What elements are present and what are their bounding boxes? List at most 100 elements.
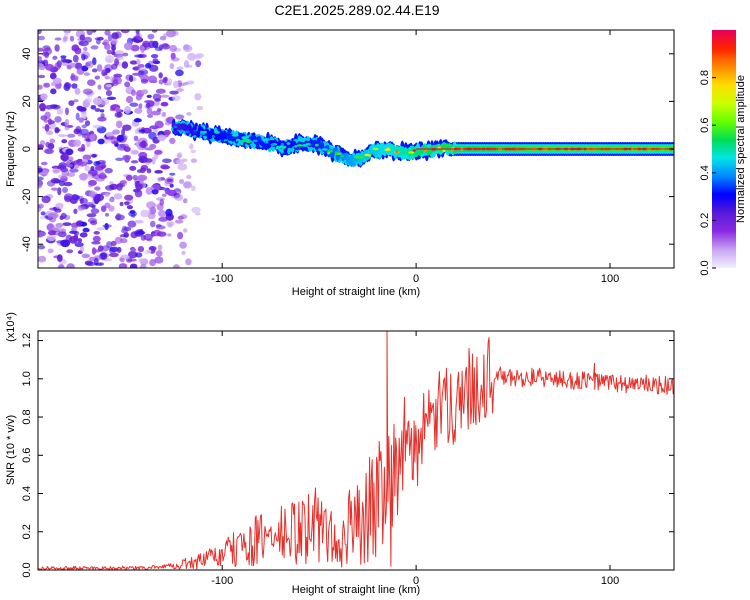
noise-mark bbox=[86, 261, 96, 267]
noise-mark bbox=[87, 173, 93, 180]
noise-mark bbox=[194, 93, 202, 101]
noise-mark bbox=[151, 189, 159, 195]
noise-mark bbox=[38, 176, 44, 181]
snr-marks bbox=[38, 331, 674, 570]
noise-mark bbox=[122, 154, 131, 161]
noise-mark bbox=[104, 192, 110, 197]
noise-mark bbox=[47, 230, 56, 236]
noise-mark bbox=[183, 198, 188, 204]
noise-mark bbox=[52, 226, 62, 232]
noise-mark bbox=[160, 101, 169, 107]
noise-mark bbox=[133, 135, 139, 142]
noise-mark bbox=[162, 158, 172, 164]
noise-mark bbox=[40, 115, 48, 121]
noise-mark bbox=[38, 63, 45, 71]
noise-mark bbox=[187, 52, 196, 61]
noise-mark bbox=[159, 35, 167, 41]
noise-mark bbox=[130, 248, 137, 252]
noise-mark bbox=[109, 247, 116, 254]
noise-mark bbox=[91, 247, 97, 255]
noise-mark bbox=[96, 64, 103, 72]
noise-mark bbox=[58, 174, 68, 179]
noise-mark bbox=[77, 238, 83, 243]
noise-mark bbox=[105, 185, 115, 191]
noise-mark bbox=[120, 30, 130, 34]
noise-mark bbox=[140, 78, 149, 84]
noise-mark bbox=[96, 38, 101, 45]
ridge-peak bbox=[185, 130, 190, 133]
noise-mark bbox=[105, 90, 113, 97]
noise-mark bbox=[141, 89, 149, 95]
noise-mark bbox=[124, 106, 131, 114]
noise-mark bbox=[79, 34, 86, 41]
colorbar-tick-label: 0.0 bbox=[699, 260, 711, 275]
noise-mark bbox=[91, 241, 101, 245]
noise-mark bbox=[71, 83, 78, 89]
spectrogram-axes: -100 0 100 -40 -20 0 20 40 bbox=[21, 30, 674, 285]
noise-mark bbox=[134, 107, 143, 114]
ridge-core bbox=[257, 136, 262, 142]
noise-mark bbox=[82, 154, 92, 161]
noise-mark bbox=[64, 195, 72, 203]
colorbar-tick-label: 0.4 bbox=[699, 165, 711, 180]
noise-mark bbox=[38, 30, 42, 35]
noise-mark bbox=[83, 72, 90, 76]
noise-mark bbox=[104, 222, 109, 231]
ridge-core bbox=[419, 149, 424, 155]
noise-mark bbox=[130, 160, 139, 164]
noise-mark bbox=[69, 168, 79, 173]
noise-mark bbox=[61, 154, 69, 162]
noise-mark bbox=[157, 134, 167, 142]
noise-mark bbox=[60, 56, 66, 63]
y-tick-label: 0.0 bbox=[21, 562, 33, 577]
noise-mark bbox=[55, 222, 64, 228]
ridge-core bbox=[380, 147, 386, 156]
noise-mark bbox=[147, 75, 157, 84]
noise-mark bbox=[77, 161, 88, 167]
noise-mark bbox=[137, 64, 145, 68]
noise-mark bbox=[81, 143, 86, 152]
noise-mark bbox=[84, 97, 92, 103]
ridge-peak bbox=[302, 144, 307, 147]
noise-mark bbox=[163, 129, 171, 136]
noise-mark bbox=[111, 51, 116, 55]
noise-mark bbox=[159, 198, 165, 206]
noise-mark bbox=[40, 211, 46, 216]
noise-mark bbox=[106, 49, 113, 55]
noise-mark bbox=[106, 136, 117, 140]
noise-mark bbox=[177, 163, 188, 171]
noise-mark bbox=[115, 213, 122, 221]
noise-mark bbox=[107, 34, 113, 42]
x-tick-label: 0 bbox=[413, 575, 419, 587]
noise-mark bbox=[103, 39, 109, 47]
noise-mark bbox=[45, 141, 50, 148]
noise-mark bbox=[94, 75, 101, 80]
noise-mark bbox=[56, 254, 63, 262]
noise-mark bbox=[94, 197, 101, 203]
noise-mark bbox=[52, 55, 58, 60]
noise-mark bbox=[140, 235, 147, 241]
noise-mark bbox=[191, 206, 201, 214]
noise-mark bbox=[158, 79, 164, 85]
noise-mark bbox=[173, 80, 179, 89]
noise-mark bbox=[73, 208, 78, 214]
noise-mark bbox=[155, 224, 162, 228]
colorbar-axes: 0.0 0.2 0.4 0.6 0.8 bbox=[699, 70, 716, 276]
noise-mark bbox=[100, 253, 106, 260]
snr-axes: -100 0 100 0.0 0.2 0.4 0.6 0.8 1.0 1.2 bbox=[21, 331, 674, 587]
noise-mark bbox=[38, 47, 44, 52]
noise-mark bbox=[106, 241, 113, 249]
noise-mark bbox=[145, 187, 153, 195]
noise-mark bbox=[162, 193, 167, 197]
noise-mark bbox=[161, 111, 167, 117]
noise-mark bbox=[154, 170, 163, 174]
noise-mark bbox=[132, 66, 141, 71]
noise-mark bbox=[183, 181, 192, 189]
y-tick-label: -20 bbox=[21, 189, 33, 205]
noise-mark bbox=[121, 128, 126, 136]
noise-mark bbox=[136, 58, 141, 65]
noise-mark bbox=[177, 152, 181, 161]
noise-mark bbox=[38, 56, 42, 63]
ridge-peak bbox=[173, 128, 177, 131]
